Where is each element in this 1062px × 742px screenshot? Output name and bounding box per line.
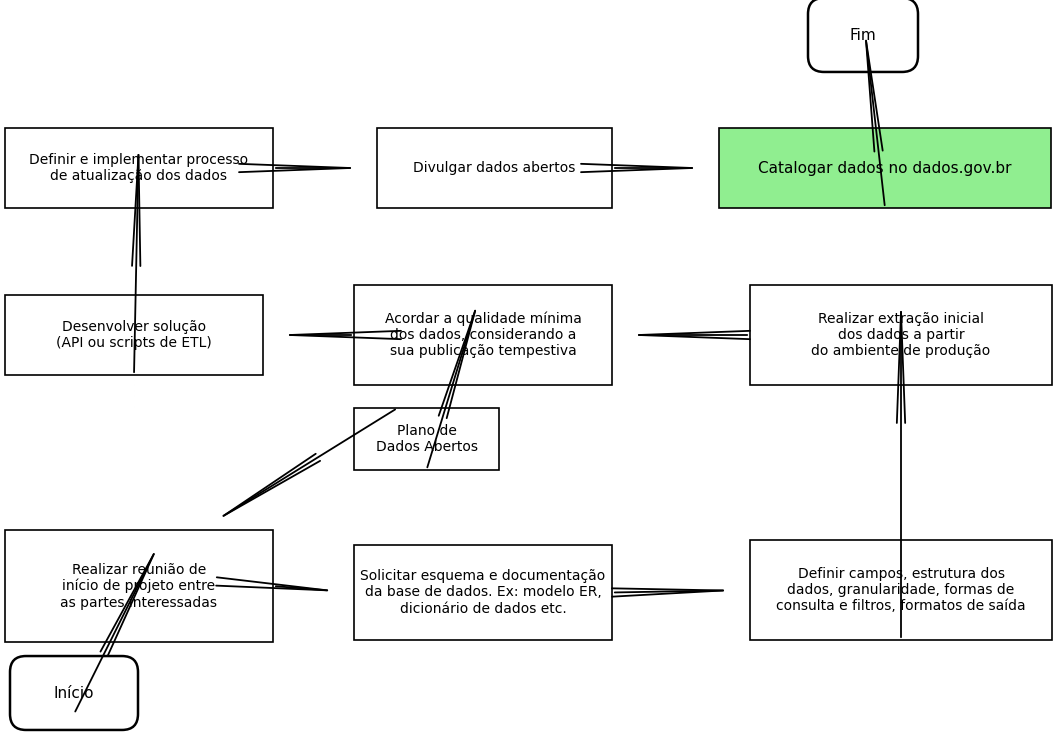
- Bar: [719, 128, 1051, 208]
- FancyBboxPatch shape: [808, 0, 918, 72]
- Text: Catalogar dados no dados.gov.br: Catalogar dados no dados.gov.br: [758, 160, 1012, 176]
- Text: Acordar a qualidade mínima
dos dados, considerando a
sua publicação tempestiva: Acordar a qualidade mínima dos dados, co…: [384, 312, 581, 358]
- Bar: [5, 295, 263, 375]
- Bar: [354, 545, 612, 640]
- Text: Início: Início: [54, 686, 95, 700]
- Text: Solicitar esquema e documentação
da base de dados. Ex: modelo ER,
dicionário de : Solicitar esquema e documentação da base…: [360, 569, 605, 616]
- Bar: [5, 530, 273, 642]
- Text: Definir campos, estrutura dos
dados, granularidade, formas de
consulta e filtros: Definir campos, estrutura dos dados, gra…: [776, 567, 1026, 613]
- Text: Realizar reunião de
início de projeto entre
as partes interessadas: Realizar reunião de início de projeto en…: [61, 562, 218, 609]
- FancyBboxPatch shape: [10, 656, 138, 730]
- Bar: [377, 128, 612, 208]
- Bar: [750, 285, 1052, 385]
- Text: Definir e implementar processo
de atualização dos dados: Definir e implementar processo de atuali…: [30, 153, 249, 183]
- Bar: [750, 540, 1052, 640]
- Bar: [5, 128, 273, 208]
- Bar: [354, 408, 499, 470]
- Text: Fim: Fim: [850, 27, 876, 42]
- Text: Plano de
Dados Abertos: Plano de Dados Abertos: [376, 424, 478, 454]
- Text: Realizar extração inicial
dos dados a partir
do ambiente de produção: Realizar extração inicial dos dados a pa…: [811, 312, 991, 358]
- Text: Divulgar dados abertos: Divulgar dados abertos: [413, 161, 576, 175]
- Bar: [354, 285, 612, 385]
- Text: Desenvolver solução
(API ou scripts de ETL): Desenvolver solução (API ou scripts de E…: [56, 320, 212, 350]
